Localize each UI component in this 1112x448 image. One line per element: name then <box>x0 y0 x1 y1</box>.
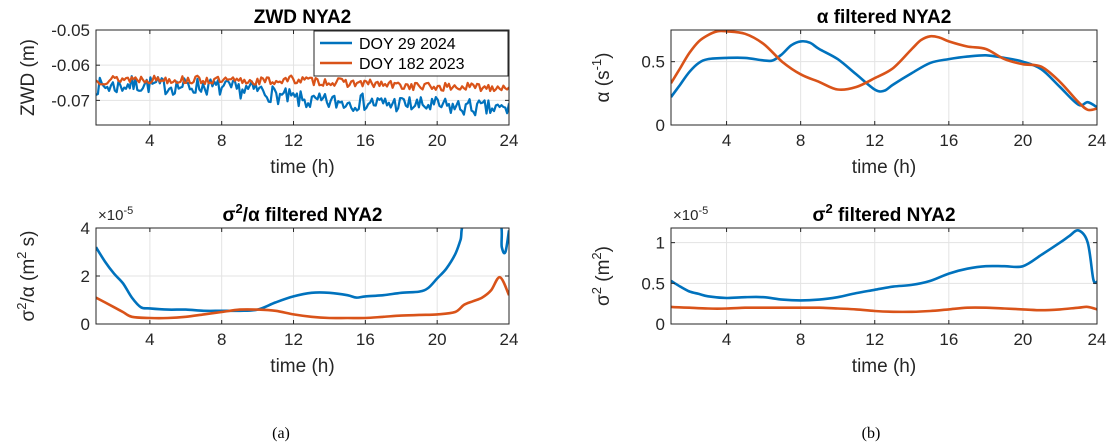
x-axis-label: time (h) <box>852 356 916 377</box>
y-tick-label: 0 <box>656 315 665 334</box>
x-tick-label: 4 <box>145 131 154 150</box>
x-tick-label: 12 <box>865 330 884 349</box>
x-tick-label: 16 <box>939 131 958 150</box>
x-tick-label: 24 <box>1088 330 1107 349</box>
x-tick-label: 20 <box>428 131 447 150</box>
x-tick-label: 4 <box>722 330 731 349</box>
chart-title: σ2​/α filtered NYA2 <box>222 201 382 226</box>
axes-box <box>670 29 1098 126</box>
panel-1: 4 8 12 16 20 24 -0.07 -0.06 -0.05 ZWD NYA2 time (h… <box>18 7 518 178</box>
x-tick-label: 20 <box>1013 330 1032 349</box>
y-axis-label: σ2​ (m2​) <box>589 246 614 306</box>
series-line-2 <box>671 30 1097 112</box>
x-tick-label: 4 <box>145 330 154 349</box>
x-tick-label: 24 <box>1088 131 1107 150</box>
x-tick-label: 8 <box>796 131 805 150</box>
x-axis-label: time (h) <box>852 157 916 178</box>
y-axis-label: σ2​/α (m2​ s) <box>14 230 39 321</box>
y-tick-label: 1 <box>656 234 665 253</box>
y-tick-label: 0.5 <box>641 274 665 293</box>
chart-title: ZWD NYA2 <box>254 7 351 28</box>
caption-b: (b) <box>862 425 881 442</box>
caption-a: (a) <box>272 425 290 442</box>
plot-area <box>671 30 1097 125</box>
series-line-1 <box>671 228 1097 302</box>
series-line-2 <box>96 74 509 93</box>
series-line-1 <box>671 39 1097 109</box>
x-tick-label: 8 <box>796 330 805 349</box>
x-tick-label: 16 <box>356 330 375 349</box>
y-tick-label: 2 <box>81 267 90 286</box>
x-tick-label: 24 <box>500 330 519 349</box>
x-tick-label: 4 <box>722 131 731 150</box>
series-line-2 <box>671 305 1097 314</box>
x-tick-label: 8 <box>217 131 226 150</box>
x-tick-label: 12 <box>284 131 303 150</box>
legend-box <box>313 30 509 77</box>
y-tick-label: -0.06 <box>51 56 90 75</box>
axes-box <box>95 29 510 126</box>
y-tick-label: -0.07 <box>51 91 90 110</box>
chart-title: α filtered NYA2 <box>817 7 952 28</box>
x-axis-label: time (h) <box>270 356 334 377</box>
y-axis-label: α (s-1​) <box>589 53 614 103</box>
chart-title: σ2​ filtered NYA2 <box>812 201 955 226</box>
legend-label: DOY 182 2023 <box>359 56 465 73</box>
x-tick-label: 16 <box>939 330 958 349</box>
panel-4: 4 8 12 16 20 24 0 0.5 1 σ2​ filtered NYA2 time (h)… <box>589 201 1106 377</box>
y-tick-label: 0 <box>81 315 90 334</box>
exponent-label: ×10-5​ <box>98 205 133 224</box>
panel-2: 4 8 12 16 20 24 0 0.5 α filtered NYA2 time (h) α (… <box>589 7 1106 178</box>
y-tick-label: 0 <box>656 116 665 135</box>
axes-box <box>670 227 1098 325</box>
legend: DOY 29 2024 DOY 182 2023 <box>313 30 509 77</box>
x-tick-label: 12 <box>284 330 303 349</box>
x-tick-label: 24 <box>500 131 519 150</box>
series-line-2 <box>96 275 509 320</box>
series-line-1 <box>96 75 509 117</box>
x-tick-label: 20 <box>1013 131 1032 150</box>
x-tick-label: 12 <box>865 131 884 150</box>
series-line-1 <box>96 228 509 313</box>
legend-label: DOY 29 2024 <box>359 36 456 53</box>
exponent-label: ×10-5​ <box>673 205 708 224</box>
y-axis-label: ZWD (m) <box>18 39 39 116</box>
y-tick-label: 0.5 <box>641 53 665 72</box>
y-tick-label: -0.05 <box>51 21 90 40</box>
x-axis-label: time (h) <box>270 157 334 178</box>
x-tick-label: 20 <box>428 330 447 349</box>
x-tick-label: 16 <box>356 131 375 150</box>
y-tick-label: 4 <box>81 219 90 238</box>
x-tick-label: 8 <box>217 330 226 349</box>
